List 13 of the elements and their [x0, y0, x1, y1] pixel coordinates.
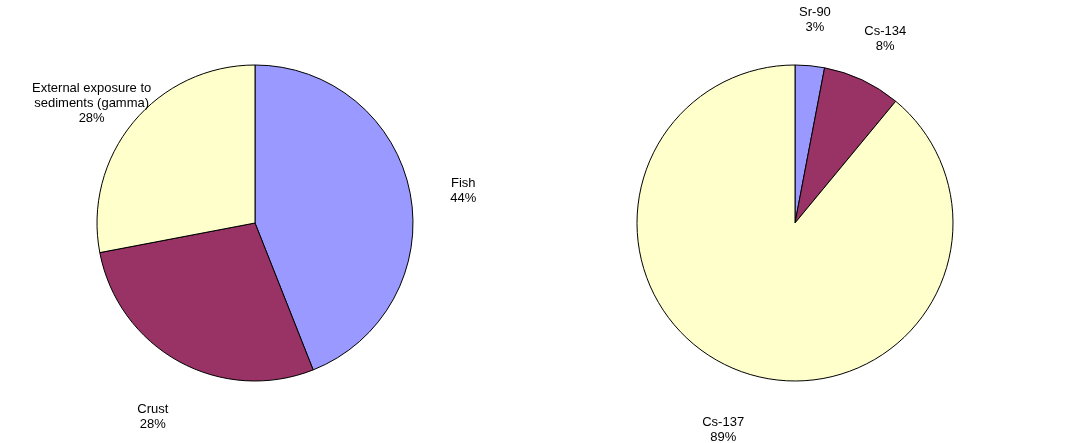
slice-label: Fish — [450, 175, 476, 191]
slice-label: Crust — [137, 400, 169, 416]
data-label: 3% — [805, 18, 825, 34]
slice-label: Cs-137 — [702, 414, 745, 430]
data-label: 28% — [139, 415, 167, 431]
data-label: 8% — [875, 38, 896, 54]
pie-slice — [636, 64, 954, 382]
data-label: 28% — [78, 109, 106, 125]
data-label: 89% — [710, 429, 737, 443]
data-label: 44% — [450, 190, 477, 206]
slice-label: Cs-134 — [864, 23, 907, 39]
slice-label: Sr-90 — [799, 3, 831, 19]
slice-label: External exposure to sediments (gamma) — [32, 79, 152, 110]
